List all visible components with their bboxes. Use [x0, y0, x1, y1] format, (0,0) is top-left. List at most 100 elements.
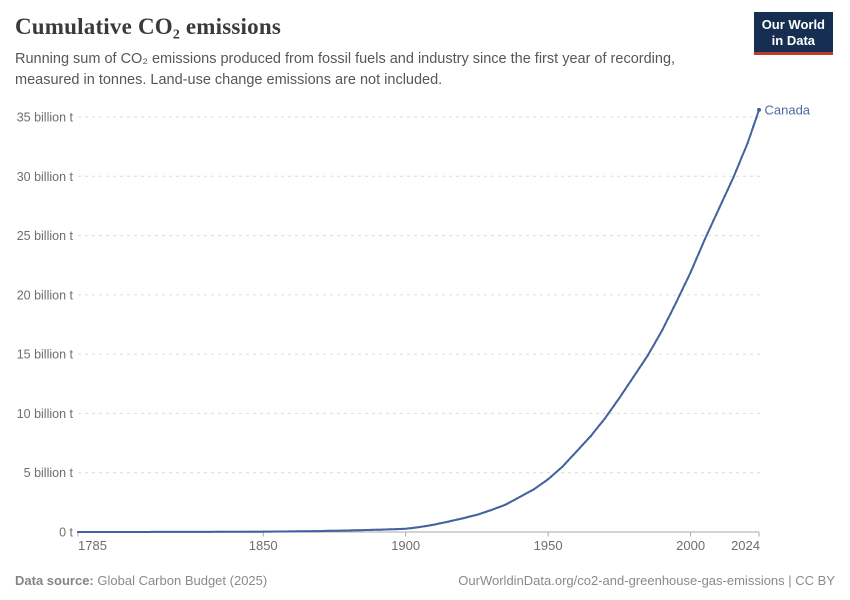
data-point-marker	[743, 148, 746, 152]
data-point-marker	[279, 530, 282, 533]
data-point-marker	[618, 396, 621, 400]
data-point-marker	[119, 530, 122, 534]
y-axis-tick-label: 5 billion t	[24, 466, 74, 480]
data-point-marker	[615, 400, 618, 404]
data-point-marker	[111, 530, 114, 534]
data-point-marker	[168, 530, 171, 534]
series-end-dot	[757, 107, 761, 112]
data-point-marker	[287, 530, 290, 533]
data-point-marker	[247, 530, 251, 533]
data-point-marker	[210, 530, 213, 534]
data-point-marker	[165, 530, 168, 534]
data-point-marker	[413, 526, 416, 529]
data-point-marker	[658, 334, 661, 337]
data-point-marker	[450, 519, 453, 523]
data-point-marker	[353, 529, 356, 532]
data-point-marker	[621, 392, 624, 395]
x-axis-tick-label: 1900	[391, 538, 420, 553]
data-point-marker	[236, 530, 239, 533]
data-point-marker	[128, 530, 131, 534]
data-point-marker	[418, 525, 421, 529]
data-point-marker	[598, 424, 601, 427]
data-point-marker	[592, 431, 595, 434]
x-axis-tick-label: 2024	[731, 538, 760, 553]
data-point-marker	[555, 470, 558, 473]
data-point-marker	[401, 527, 404, 531]
data-point-marker	[478, 512, 481, 516]
data-point-marker	[347, 529, 350, 532]
data-point-marker	[455, 518, 459, 521]
series-line-canada[interactable]	[78, 109, 760, 533]
data-point-marker	[666, 317, 669, 321]
data-point-marker	[333, 529, 336, 532]
data-point-marker	[444, 521, 447, 524]
data-point-marker	[330, 529, 333, 532]
data-point-marker	[512, 499, 516, 502]
data-point-marker	[253, 530, 256, 533]
data-point-marker	[453, 519, 456, 522]
owid-logo: Our World in Data	[753, 12, 833, 56]
data-point-marker	[755, 117, 758, 120]
data-point-marker	[316, 530, 319, 533]
owid-logo-line1: Our World	[761, 17, 825, 32]
data-source-label: Data source:	[15, 573, 94, 588]
data-point-marker	[675, 300, 678, 304]
owid-logo-line2: in Data	[771, 32, 816, 48]
data-point-marker	[492, 507, 496, 511]
data-point-marker	[116, 530, 119, 534]
data-point-marker	[575, 450, 578, 453]
data-point-marker	[473, 514, 476, 517]
data-point-marker	[213, 530, 216, 533]
data-point-marker	[170, 530, 174, 534]
data-point-marker	[219, 530, 222, 533]
data-point-marker	[273, 530, 276, 533]
data-point-marker	[304, 530, 307, 533]
y-axis-tick-label: 35 billion t	[17, 111, 74, 125]
x-axis-tick-label: 1850	[249, 538, 278, 553]
data-point-marker	[689, 271, 692, 274]
data-point-marker	[709, 225, 712, 228]
data-point-marker	[162, 530, 165, 534]
data-point-marker	[581, 444, 584, 447]
x-axis-tick-label: 2000	[676, 538, 705, 553]
data-point-marker	[222, 530, 225, 533]
data-point-marker	[105, 530, 108, 534]
data-point-marker	[572, 453, 575, 456]
data-point-marker	[344, 529, 347, 532]
y-axis-tick-label: 0 t	[59, 526, 73, 540]
data-point-marker	[561, 465, 564, 468]
data-point-marker	[265, 530, 268, 533]
footer-credit-link[interactable]: OurWorldinData.org/co2-and-greenhouse-ga…	[458, 573, 835, 588]
data-point-marker	[367, 528, 370, 532]
data-point-marker	[131, 530, 134, 534]
data-point-marker	[544, 480, 547, 483]
data-point-marker	[370, 528, 373, 532]
data-point-marker	[504, 503, 507, 506]
data-point-marker	[567, 459, 570, 462]
data-point-marker	[629, 379, 632, 382]
x-axis-tick-label: 1785	[78, 538, 107, 553]
data-point-marker	[735, 169, 738, 172]
data-point-marker	[501, 504, 504, 507]
data-point-marker	[339, 529, 342, 532]
data-point-marker	[541, 482, 544, 485]
data-point-marker	[88, 530, 91, 534]
chart-header: Cumulative CO₂ emissions Our World in Da…	[15, 12, 835, 90]
data-point-marker	[245, 530, 248, 533]
data-point-marker	[296, 530, 299, 533]
data-point-marker	[712, 219, 715, 222]
entity-label-canada[interactable]: Canada	[765, 102, 811, 117]
y-axis-tick-label: 30 billion t	[17, 170, 74, 184]
data-point-marker	[692, 264, 695, 267]
data-point-marker	[495, 506, 498, 509]
data-point-marker	[498, 505, 501, 508]
data-point-marker	[609, 409, 612, 412]
data-point-marker	[233, 530, 236, 533]
data-point-marker	[515, 497, 518, 500]
data-point-marker	[564, 462, 567, 465]
data-point-marker	[361, 529, 364, 532]
data-point-marker	[313, 530, 316, 533]
data-point-marker	[738, 162, 741, 165]
data-point-marker	[521, 494, 524, 497]
